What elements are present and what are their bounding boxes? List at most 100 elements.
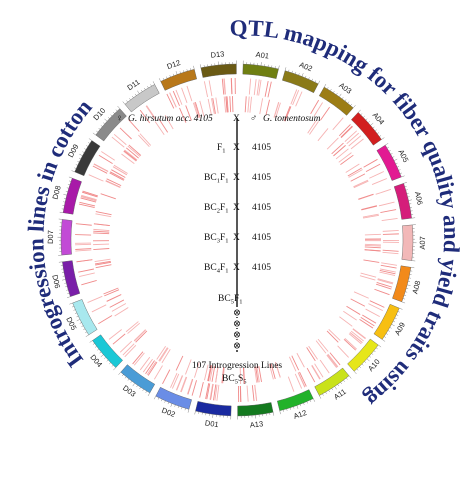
introgression-mark [365,244,381,245]
scale-tick [69,181,71,182]
scale-tick [60,212,63,213]
scale-tick [108,117,109,118]
chromosome-a01 [243,64,279,79]
scale-tick [116,110,117,111]
scale-tick [101,355,104,357]
scale-tick [123,102,125,105]
introgression-mark [370,301,385,308]
introgression-mark [382,252,398,253]
scale-tick [303,403,304,405]
chromosome-d07 [61,219,72,255]
scale-tick [76,164,78,165]
scale-tick [84,149,86,150]
scale-tick [400,173,402,174]
introgression-mark [353,180,368,187]
introgression-mark [113,167,127,175]
scale-tick [329,390,330,392]
scale-tick [389,150,391,151]
scale-tick [180,71,181,73]
introgression-mark [209,80,212,96]
scale-tick [97,349,99,350]
introgression-mark [99,155,113,163]
scale-tick [280,411,281,414]
scale-tick [273,412,274,415]
introgression-mark [94,224,110,226]
scale-tick [67,188,69,189]
scale-tick [200,64,201,67]
introgression-mark [176,90,182,105]
scale-tick [90,340,93,342]
cross-mark: X [233,173,240,183]
scale-tick [358,110,360,113]
scale-tick [165,401,166,403]
scale-tick [287,409,288,411]
chromosome-label-d03: D03 [121,383,137,398]
introgression-mark [365,234,381,235]
scale-tick [295,72,296,74]
scale-tick [312,79,313,81]
scale-tick [183,70,184,72]
introgression-mark [252,385,254,401]
scale-tick [137,385,138,387]
introgression-mark [120,341,132,352]
introgression-mark [185,360,191,375]
scale-tick [318,81,320,84]
scale-tick [396,315,398,316]
scale-tick [310,400,311,402]
scale-tick [307,402,308,404]
introgression-mark [98,315,112,323]
scale-tick [386,333,388,334]
chromosome-label-a03: A03 [337,81,353,96]
introgression-mark [167,94,174,108]
scale-tick [175,405,176,407]
scale-tick [376,348,378,349]
chromosome-a06 [394,183,411,219]
generation-label: F1 [217,143,226,155]
chromosome-a07 [402,225,413,261]
introgression-mark [133,352,143,364]
chromosome-d02 [156,387,192,409]
male-symbol: ♂ [250,114,257,124]
introgression-mark [88,296,103,302]
introgression-mark [346,164,360,172]
recurrent-parent: 4105 [252,203,271,213]
scale-tick [349,376,351,379]
scale-tick [66,290,68,291]
introgression-mark [76,260,92,262]
scale-tick [132,96,133,98]
scale-tick [188,409,189,412]
scale-tick [113,368,115,371]
scale-tick [378,345,381,347]
introgression-mark [343,311,356,320]
scale-tick [330,89,331,91]
introgression-mark [232,96,233,112]
scale-tick [411,267,414,268]
scale-tick [381,138,384,140]
scale-tick [69,303,72,304]
introgression-mark [344,339,356,350]
scale-tick [109,363,110,364]
scale-tick [104,357,105,358]
scale-tick [125,377,126,379]
scale-tick [133,383,135,386]
scale-tick [63,194,66,195]
introgression-mark [147,361,156,374]
scale-tick [62,279,65,280]
scale-tick [77,319,80,321]
chromosome-label-d13: D13 [210,49,225,59]
introgression-mark [79,273,95,277]
introgression-mark [345,338,357,349]
scale-tick [178,406,179,408]
selfing-icon: ⊗ [233,309,241,319]
introgression-mark [312,365,320,379]
introgression-mark [354,181,369,188]
introgression-mark [76,224,92,226]
scale-tick [403,298,405,299]
introgression-mark [83,191,98,196]
introgression-mark [110,173,124,180]
scale-tick [79,158,81,159]
scale-tick [362,364,363,365]
scale-tick [293,407,294,409]
introgression-mark [268,82,271,98]
